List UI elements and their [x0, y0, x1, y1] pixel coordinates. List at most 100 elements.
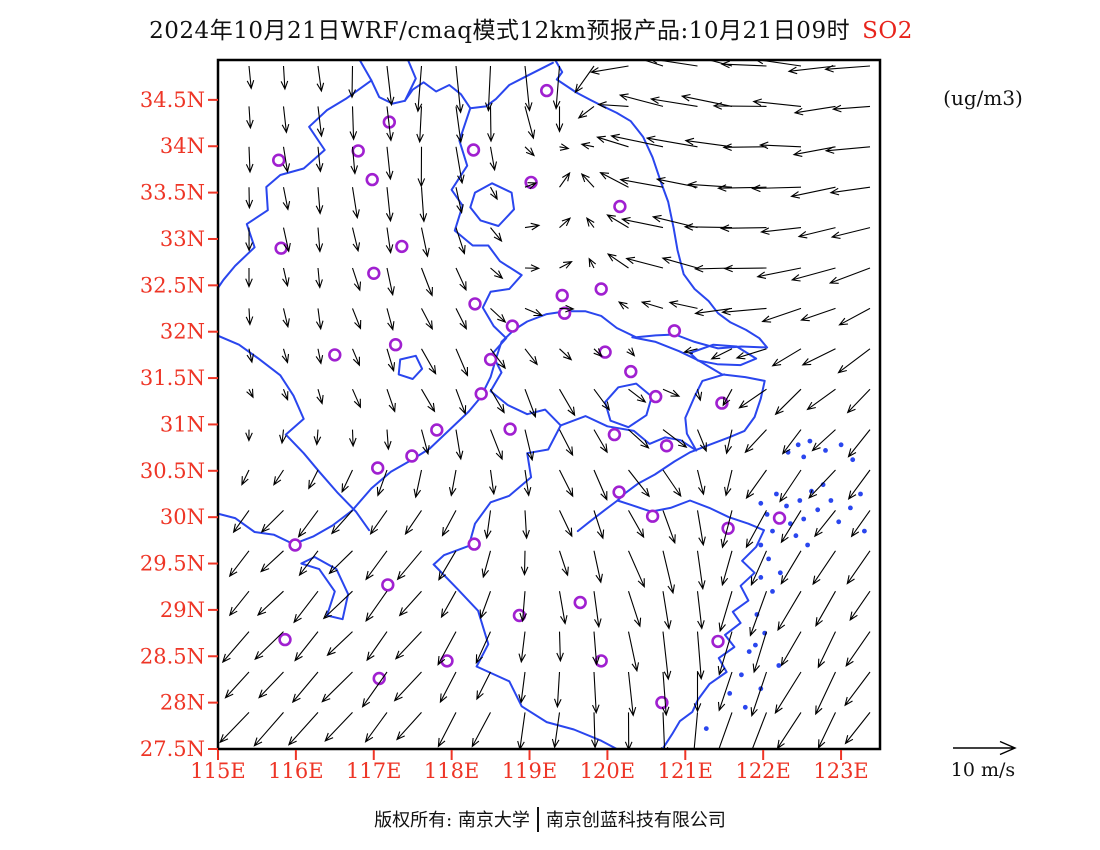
wind-arrow [761, 307, 802, 323]
wind-arrow [479, 591, 492, 620]
lon-tick-label: 121E [658, 759, 713, 783]
wind-arrow [366, 631, 388, 662]
station-marker [278, 632, 292, 647]
wind-arrow [417, 146, 426, 188]
wind-arrow [559, 261, 573, 269]
wind-arrow [847, 469, 871, 501]
wind-arrow [577, 105, 595, 119]
wind-arrow [780, 510, 802, 544]
unit-label: (ug/m3) [943, 86, 1023, 110]
wind-arrow [720, 550, 733, 587]
wind-arrow [518, 671, 526, 704]
border-hubei-line [218, 334, 371, 532]
island-dot [858, 491, 863, 497]
wind-arrow [348, 65, 357, 99]
wind-arrow [316, 65, 325, 93]
wind-arrow [279, 429, 287, 445]
wind-arrow [490, 227, 503, 243]
wind-arrow [617, 301, 629, 310]
wind-arrow [625, 256, 664, 269]
wind-arrow [455, 348, 469, 377]
wind-arrow [828, 267, 871, 284]
lat-tick-label: 31.5N [140, 366, 205, 390]
wind-arrow [718, 712, 733, 749]
wind-arrow [559, 171, 571, 188]
island-dot [758, 500, 764, 506]
lat-tick-label: 33.5N [140, 181, 205, 205]
wind-arrow [326, 631, 353, 657]
wind-arrow [712, 102, 767, 110]
wind-arrow [490, 186, 498, 201]
wind-arrow [523, 469, 532, 497]
wind-arrow [476, 671, 491, 701]
page-title: 2024年10月21日WRF/cmaq模式12km预报产品:10月21日09时 S… [0, 11, 1062, 45]
wind-arrow [592, 671, 600, 715]
wind-arrow [627, 671, 637, 717]
wind-arrow [475, 631, 492, 665]
wind-arrow [627, 550, 645, 588]
wind-arrow [393, 671, 422, 702]
wind-arrow [624, 712, 633, 749]
wind-arrow [619, 177, 664, 188]
wind-arrow [386, 348, 396, 373]
wind-arrow [322, 590, 353, 620]
station-marker [555, 288, 569, 303]
station-marker [648, 389, 663, 404]
island-dot [753, 642, 758, 648]
border-shandong-line [358, 60, 554, 110]
wind-arrow [298, 550, 319, 577]
wind-arrow [490, 267, 504, 280]
title-text: 2024年10月21日WRF/cmaq模式12km预报产品:10月21日09时 [149, 18, 851, 44]
lon-tick-label: 120E [580, 759, 635, 783]
wind-arrow [846, 388, 871, 414]
island-dot [727, 691, 733, 696]
wind-arrow [812, 550, 836, 586]
wind-arrow [837, 348, 871, 374]
wind-arrow [420, 227, 430, 258]
wind-arrow [349, 429, 357, 448]
wind-arrow [797, 227, 836, 239]
wind-arrow [438, 550, 457, 581]
wind-arrow [553, 671, 562, 709]
wind-arrow [245, 308, 254, 326]
wind-arrow [455, 389, 467, 416]
wind-arrow [524, 264, 541, 272]
wind-arrow [315, 308, 324, 331]
island-dot [836, 519, 842, 525]
wind-arrow [720, 60, 767, 69]
wind-arrow [662, 550, 675, 595]
copyright-footer: 版权所有: 南京大学 南京创蓝科技有限公司 [0, 806, 1100, 832]
station-marker [440, 654, 454, 668]
wind-arrow [780, 550, 802, 585]
wind-arrow [254, 631, 284, 661]
wind-arrow [260, 510, 284, 533]
wind-arrow [710, 348, 733, 360]
wind-arrow [749, 591, 768, 637]
island-dot [815, 507, 821, 513]
wind-arrow [228, 550, 250, 578]
wind-arrow [245, 146, 254, 174]
wind-arrow [455, 187, 464, 214]
wind-arrow [717, 671, 733, 712]
island-dot [805, 542, 810, 548]
wind-arrow [774, 671, 802, 715]
island-dot [801, 516, 807, 522]
station-marker [388, 338, 403, 352]
wind-arrow [328, 550, 353, 575]
wind-arrow [720, 510, 733, 549]
border-jiangsu-zhejiang-line [559, 415, 698, 452]
wind-arrow [806, 388, 836, 411]
wind-arrow [800, 307, 836, 322]
wind-arrow [394, 631, 422, 660]
wind-arrow [847, 429, 871, 458]
wind-arrow [273, 469, 284, 486]
station-marker [721, 521, 735, 535]
wind-arrow [645, 135, 698, 148]
station-marker [395, 239, 409, 254]
island-dot [801, 454, 807, 460]
wind-arrow [696, 469, 706, 496]
wind-arrow [593, 348, 603, 358]
copyright-company: 南京创蓝科技有限公司 [545, 810, 726, 831]
wind-arrow [350, 146, 359, 175]
wind-arrow [490, 388, 505, 414]
